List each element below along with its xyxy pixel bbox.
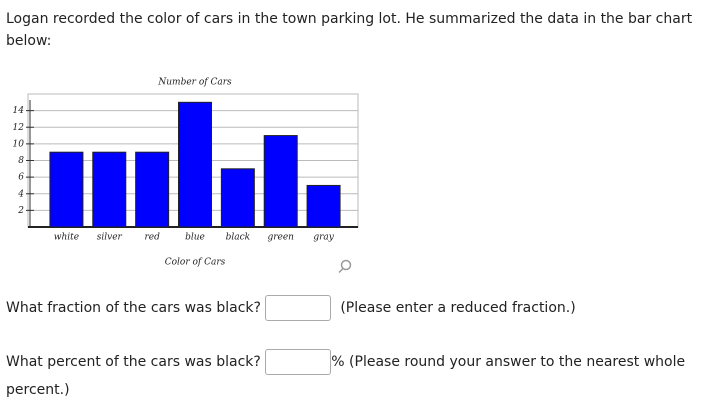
y-tick-label: 12: [13, 123, 25, 133]
q2-note: % (Please round your answer to the neare…: [6, 354, 686, 398]
question-2: What percent of the cars was black? % (P…: [6, 348, 706, 404]
x-tick-label: red: [144, 233, 160, 243]
q1-note: (Please enter a reduced fraction.): [340, 300, 576, 316]
fraction-input[interactable]: [265, 295, 332, 321]
y-tick-label: 4: [17, 189, 24, 199]
chart: Number of Cars Color of Cars 2 4 6 8 10 12 14 w…: [13, 78, 359, 274]
y-tick-label: 2: [17, 206, 24, 216]
question-1: What fraction of the cars was black? (Pl…: [6, 294, 706, 322]
y-tick-label: 10: [13, 139, 25, 149]
percent-input[interactable]: [265, 349, 332, 375]
bar: [178, 101, 212, 228]
bar: [220, 168, 255, 228]
x-tick-label: blue: [185, 233, 205, 243]
x-axis-label: Color of Cars: [165, 258, 226, 268]
y-tick-label: 14: [13, 106, 25, 116]
x-tick-label: green: [267, 233, 294, 243]
y-tick-label: 8: [18, 156, 24, 166]
bar: [135, 151, 170, 228]
zoom-icon[interactable]: [338, 259, 352, 274]
bar: [92, 151, 127, 228]
x-tick-label: black: [226, 233, 251, 243]
bar: [49, 151, 84, 228]
x-tick-label: white: [54, 233, 79, 243]
bar: [306, 184, 341, 228]
q1-text: What fraction of the cars was black?: [6, 300, 261, 316]
chart-title: Number of Cars: [157, 78, 232, 88]
bar: [263, 135, 298, 228]
x-tick-label: silver: [97, 233, 123, 243]
y-tick-label: 6: [18, 173, 24, 183]
x-tick-label: gray: [313, 233, 334, 243]
intro-text: Logan recorded the color of cars in the …: [6, 11, 693, 49]
q2-text: What percent of the cars was black?: [6, 354, 261, 370]
